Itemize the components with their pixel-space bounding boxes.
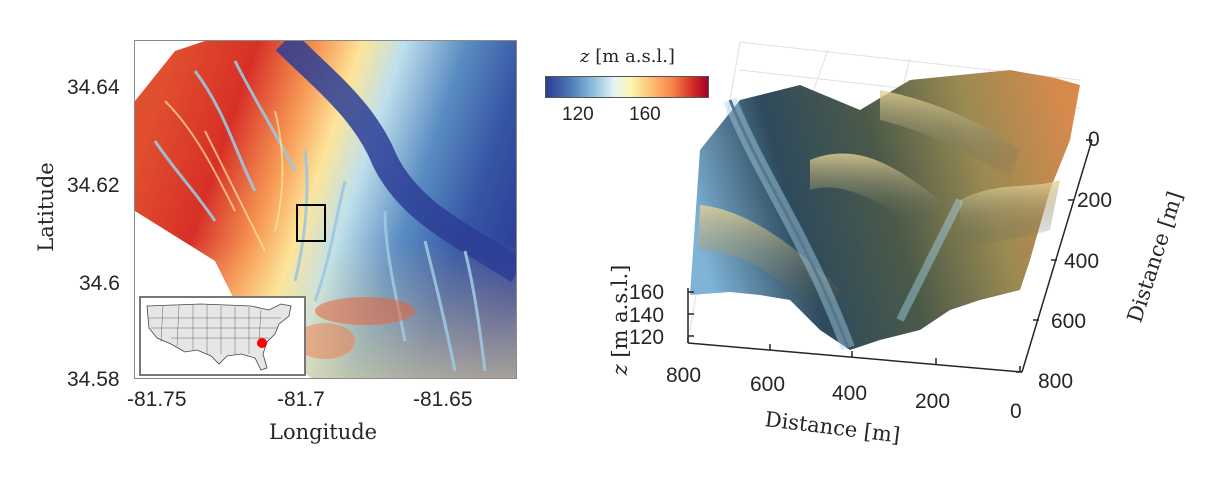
surface-3d-plot <box>687 41 1093 373</box>
y-tick-label: 600 <box>1051 310 1087 333</box>
surface-3d-axes <box>580 30 1206 490</box>
y-tick-label: 34.58 <box>67 368 120 391</box>
colorbar-title: z [m a.s.l.] <box>580 46 675 67</box>
z-axis-title: z [m a.s.l.] <box>608 264 632 376</box>
x-tick-label: -81.7 <box>277 388 325 411</box>
y-tick-label: 34.62 <box>67 174 120 197</box>
inset-locator-map <box>139 296 306 376</box>
y-axis-title: Latitude <box>34 162 58 252</box>
colorbar-tick-label: 160 <box>629 104 661 125</box>
colorbar-tick-label: 120 <box>562 104 594 125</box>
y-tick-label: 200 <box>1077 189 1113 212</box>
x-axis-title: Longitude <box>269 420 378 444</box>
y-tick-label: 400 <box>1064 250 1100 273</box>
z-tick-label: 160 <box>629 281 665 304</box>
x-tick-label: -81.75 <box>127 388 187 411</box>
y-tick-label: 800 <box>1038 370 1074 393</box>
z-tick-label: 120 <box>629 326 665 349</box>
y-tick-label: 34.6 <box>79 272 120 295</box>
x-tick-label: 800 <box>666 364 702 387</box>
x-tick-label: 400 <box>832 382 868 405</box>
x-tick-label: 0 <box>1010 400 1022 423</box>
x-tick-label: 600 <box>750 373 786 396</box>
y-tick-label: 0 <box>1088 128 1100 151</box>
x-tick-label: 200 <box>915 390 951 413</box>
z-tick-label: 140 <box>629 304 665 327</box>
us-map-icon <box>146 303 292 371</box>
study-area-box <box>296 204 326 242</box>
y-tick-label: 34.64 <box>67 76 120 99</box>
location-marker-icon <box>257 338 267 348</box>
x-tick-label: -81.65 <box>413 388 473 411</box>
colorbar <box>545 76 709 98</box>
